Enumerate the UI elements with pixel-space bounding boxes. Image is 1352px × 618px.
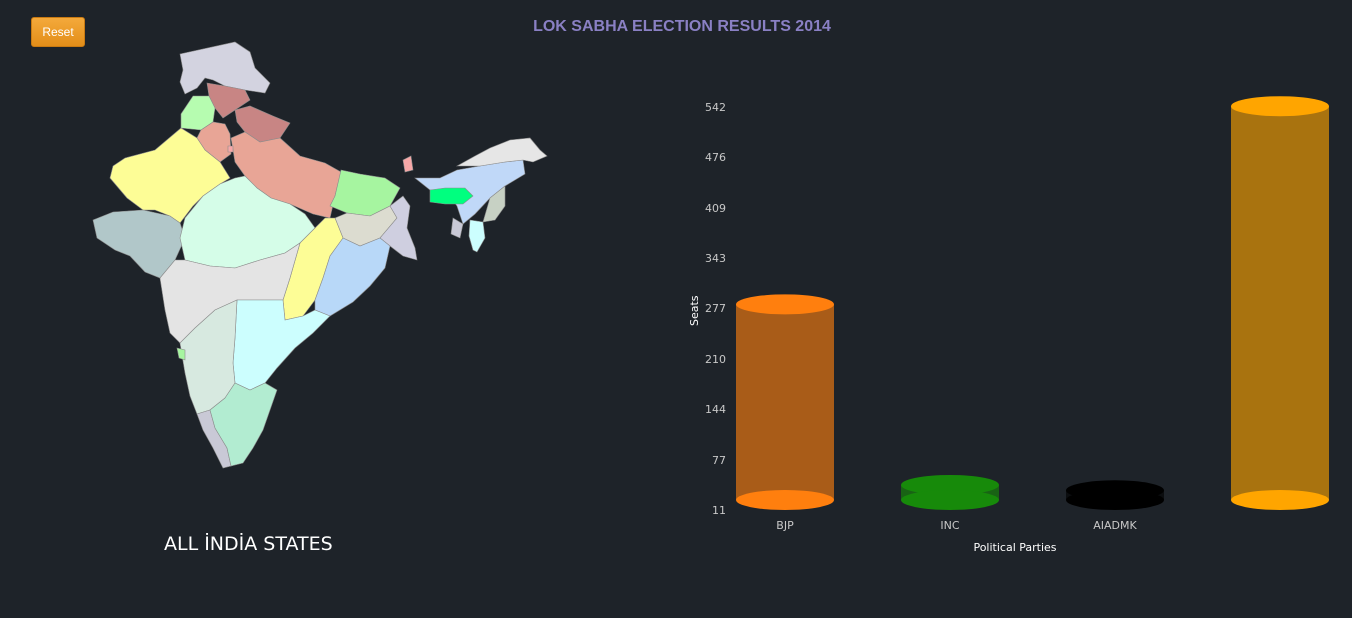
map-state-delhi[interactable] (227, 145, 234, 153)
y-tick-label: 409 (705, 202, 726, 215)
bar-series-3[interactable] (1231, 96, 1329, 510)
map-state-mizoram[interactable] (468, 219, 486, 253)
y-tick-label: 11 (712, 504, 726, 517)
y-tick-label: 343 (705, 252, 726, 265)
y-tick-label: 542 (705, 101, 726, 114)
map-state-rajasthan[interactable] (109, 127, 231, 224)
bar-base (901, 490, 999, 510)
map-state-tripura[interactable] (450, 217, 464, 239)
page-title: LOK SABHA ELECTION RESULTS 2014 (533, 18, 831, 35)
bar-base (736, 490, 834, 510)
reset-button[interactable]: Reset (31, 17, 85, 47)
map-state-sikkim[interactable] (402, 155, 414, 173)
y-tick-label: 210 (705, 353, 726, 366)
y-tick-label: 476 (705, 151, 726, 164)
y-axis-title: Seats (688, 295, 701, 326)
map-state-meghalaya[interactable] (429, 187, 474, 205)
bar-base (1066, 490, 1164, 510)
x-axis-title: Political Parties (973, 541, 1056, 554)
x-category-label: INC (940, 519, 959, 532)
india-map[interactable] (85, 38, 555, 478)
seats-bar-chart: 542 476 409 343 277 210 144 77 11 BJP INC AIADMK S… (688, 96, 1329, 554)
bar-top (736, 294, 834, 315)
bar-body (1231, 106, 1329, 500)
x-category-label: BJP (776, 519, 794, 532)
map-state-arunachal[interactable] (455, 137, 548, 167)
y-tick-label: 144 (705, 403, 726, 416)
bar-inc[interactable] (901, 474, 999, 510)
bar-top (1231, 96, 1329, 117)
y-tick-label: 277 (705, 302, 726, 315)
map-state-west-bengal[interactable] (379, 195, 418, 261)
map-state-andhra-pradesh[interactable] (232, 299, 331, 391)
map-state-goa[interactable] (176, 347, 186, 361)
bar-base (1231, 490, 1329, 510)
bar-top (901, 474, 999, 495)
bar-aiadmk[interactable] (1066, 480, 1164, 510)
map-state-maharashtra[interactable] (159, 242, 301, 344)
map-state-odisha[interactable] (314, 237, 391, 317)
bar-body (736, 304, 834, 500)
x-category-label: AIADMK (1093, 519, 1137, 532)
map-state-manipur[interactable] (482, 185, 506, 223)
y-tick-label: 77 (712, 454, 726, 467)
map-state-tamil-nadu[interactable] (209, 382, 278, 467)
map-caption: ALL İNDİA STATES (164, 533, 333, 555)
bar-bjp[interactable] (736, 294, 834, 510)
